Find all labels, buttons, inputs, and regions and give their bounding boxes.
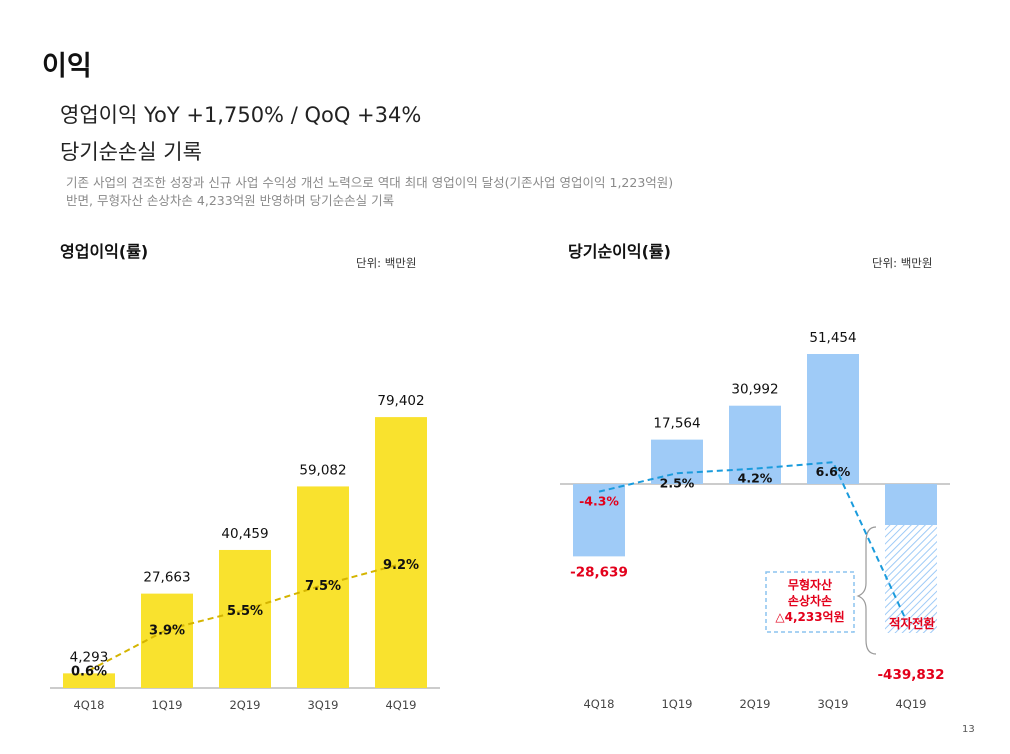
op-bar-4q19 bbox=[375, 417, 427, 688]
net-category-label: 1Q19 bbox=[661, 697, 692, 711]
page-title: 이익 bbox=[42, 51, 92, 82]
net-value-label: 30,992 bbox=[731, 382, 778, 398]
impairment-callout-box bbox=[765, 571, 855, 633]
net-bar-axis-break bbox=[885, 636, 937, 641]
op-category-label: 3Q19 bbox=[307, 698, 338, 712]
net-bar-axis-break bbox=[885, 646, 937, 651]
description-line-2: 반면, 무형자산 손상차손 4,233억원 반영하며 당기순손실 기록 bbox=[66, 193, 395, 208]
op-value-label: 40,459 bbox=[221, 526, 268, 542]
operating-profit-chart: 4,293 4Q18 27,663 1Q19 40,459 2Q19 59,082 3Q19 7… bbox=[50, 393, 440, 712]
net-bar-2q19 bbox=[729, 405, 781, 484]
headline-net-loss: 당기순손실 기록 bbox=[60, 140, 202, 164]
op-category-label: 1Q19 bbox=[151, 698, 182, 712]
operating-profit-chart-title: 영업이익(률) bbox=[60, 242, 149, 261]
op-category-label: 2Q19 bbox=[229, 698, 260, 712]
net-margin-label-loss-turn: 적자전환 bbox=[889, 616, 936, 631]
net-bar-hatched-segment bbox=[885, 525, 937, 633]
op-bar-4q18 bbox=[63, 673, 115, 688]
op-margin-label: 7.5% bbox=[305, 579, 341, 594]
op-category-label: 4Q19 bbox=[385, 698, 416, 712]
impairment-callout-line: 무형자산 bbox=[788, 577, 832, 592]
op-margin-label: 3.9% bbox=[149, 624, 185, 639]
op-value-label: 4,293 bbox=[70, 649, 109, 665]
net-value-label: 51,454 bbox=[809, 330, 856, 346]
op-value-label: 79,402 bbox=[377, 393, 424, 409]
description-line-1: 기존 사업의 견조한 성장과 신규 사업 수익성 개선 노력으로 역대 최대 영… bbox=[66, 175, 674, 190]
net-category-label: 3Q19 bbox=[817, 697, 848, 711]
operating-profit-unit-label: 단위: 백만원 bbox=[356, 256, 417, 270]
net-income-chart: -28,639 4Q18 17,564 1Q19 30,992 2Q19 51,454 3Q1… bbox=[560, 330, 950, 711]
op-margin-label: 0.6% bbox=[71, 665, 107, 680]
op-margin-label: 9.2% bbox=[383, 558, 419, 573]
op-bar-1q19 bbox=[141, 593, 193, 688]
net-income-unit-label: 단위: 백만원 bbox=[872, 256, 933, 270]
net-category-label: 4Q18 bbox=[583, 697, 614, 711]
net-margin-line bbox=[598, 461, 907, 621]
net-margin-label: 6.6% bbox=[816, 464, 851, 479]
net-value-label: 17,564 bbox=[653, 416, 700, 432]
net-margin-label: 2.5% bbox=[660, 475, 695, 490]
op-bar-3q19 bbox=[297, 486, 349, 688]
net-income-chart-title: 당기순이익(률) bbox=[568, 242, 671, 261]
net-category-label: 4Q19 bbox=[895, 697, 926, 711]
headline-operating-profit: 영업이익 YoY +1,750% / QoQ +34% bbox=[60, 103, 422, 127]
net-margin-label: 4.2% bbox=[738, 471, 773, 486]
op-value-label: 27,663 bbox=[143, 570, 190, 586]
op-category-label: 4Q18 bbox=[73, 698, 104, 712]
impairment-callout-line: 손상차손 bbox=[788, 593, 832, 608]
net-bar-4q18 bbox=[573, 484, 625, 557]
page-number: 13 bbox=[962, 724, 975, 735]
op-margin-label: 5.5% bbox=[227, 604, 263, 619]
impairment-callout-line: △4,233억원 bbox=[775, 610, 844, 624]
net-margin-label: -4.3% bbox=[579, 494, 619, 509]
net-value-label: -28,639 bbox=[570, 564, 628, 580]
net-bar-4q19 bbox=[885, 484, 937, 525]
net-bar-3q19 bbox=[807, 354, 859, 484]
impairment-bracket bbox=[856, 526, 877, 655]
op-bar-2q19 bbox=[219, 549, 271, 688]
op-value-label: 59,082 bbox=[299, 462, 346, 478]
net-value-label: -439,832 bbox=[877, 667, 944, 683]
net-category-label: 2Q19 bbox=[739, 697, 770, 711]
